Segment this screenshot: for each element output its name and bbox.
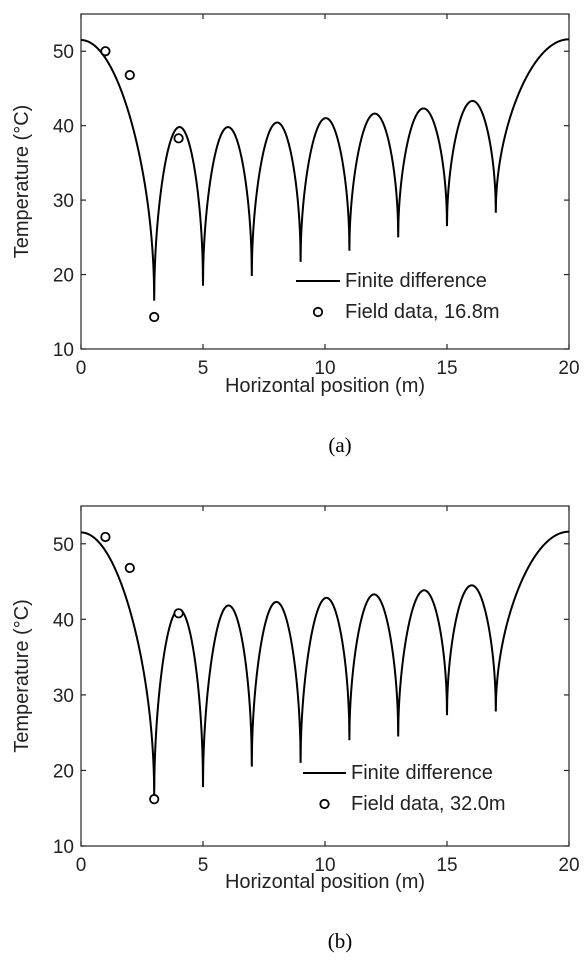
field-data-point (173, 133, 184, 144)
field-data-point (149, 794, 160, 805)
y-axis-label: Temperature (°C) (11, 599, 33, 753)
x-tick-label: 5 (198, 358, 209, 379)
field-data-point (100, 46, 111, 57)
x-tick-label: 0 (76, 358, 87, 379)
field-data-point (173, 608, 184, 619)
chart-panel-b: 0 5 10 15 20 10 20 30 40 50 Horizontal position (m… (11, 505, 580, 953)
x-tick-label: 5 (198, 855, 209, 876)
x-tick-label: 10 (314, 855, 335, 876)
y-tick-label: 10 (53, 837, 74, 858)
legend-label-finite-difference: Finite difference (351, 762, 493, 784)
x-tick-label: 15 (436, 358, 457, 379)
legend-label-field-data: Field data, 16.8m (345, 301, 500, 323)
legend-marker-swatch (312, 306, 324, 318)
legend: Finite difference Field data, 16.8m (296, 270, 500, 323)
finite-difference-line (81, 38, 569, 301)
y-tick-label: 20 (53, 761, 74, 782)
field-data-point (124, 69, 135, 81)
field-data-point (149, 311, 160, 323)
x-axis-label: Horizontal position (m) (225, 375, 425, 397)
x-axis-label: Horizontal position (m) (225, 871, 425, 893)
legend-label-finite-difference: Finite difference (345, 270, 487, 292)
panel-caption: (b) (328, 929, 353, 953)
y-tick-label: 40 (53, 117, 74, 138)
y-tick-label: 30 (53, 191, 74, 212)
x-tick-label: 15 (436, 855, 457, 876)
x-tick-label: 20 (558, 358, 579, 379)
x-tick-label: 10 (314, 358, 335, 379)
legend: Finite difference Field data, 32.0m (303, 762, 506, 815)
y-tick-label: 50 (53, 42, 74, 63)
x-tick-label: 20 (558, 855, 579, 876)
legend-marker-swatch (319, 798, 330, 810)
chart-panel-a: 0 5 10 15 20 10 20 30 40 50 Horizontal position (m… (11, 13, 580, 457)
y-tick-label: 40 (53, 610, 74, 631)
field-data-point (124, 562, 135, 574)
y-tick-label: 10 (53, 340, 74, 361)
x-tick-label: 0 (76, 855, 87, 876)
legend-label-field-data: Field data, 32.0m (351, 793, 506, 815)
y-tick-label: 20 (53, 266, 74, 287)
y-tick-label: 30 (53, 686, 74, 707)
y-axis-label: Temperature (°C) (11, 105, 33, 259)
panel-caption: (a) (328, 433, 351, 457)
y-tick-label: 50 (53, 535, 74, 556)
finite-difference-line (80, 530, 569, 797)
field-data-point (100, 531, 111, 543)
